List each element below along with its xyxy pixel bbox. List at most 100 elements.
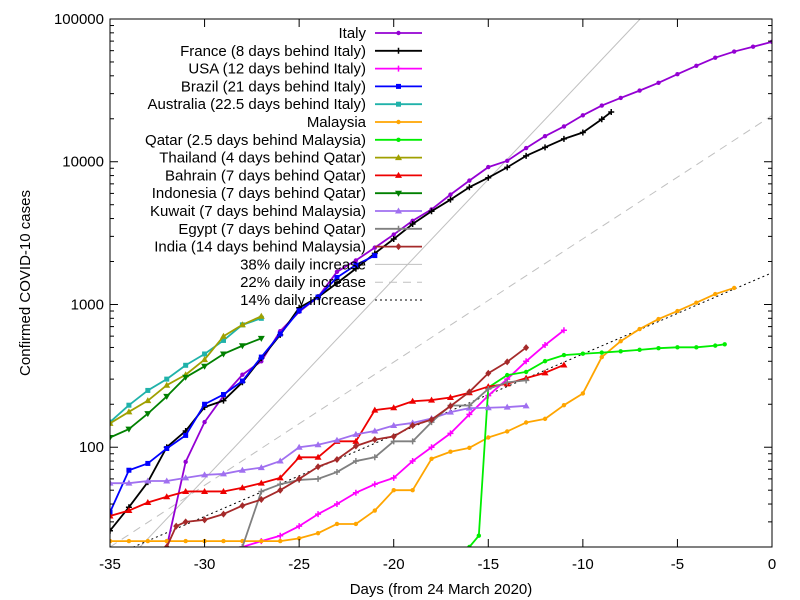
- data-point: [372, 508, 377, 513]
- data-point: [542, 133, 548, 139]
- data-point: [276, 457, 284, 464]
- data-point: [201, 487, 209, 494]
- data-point: [144, 477, 152, 484]
- data-point: [333, 501, 340, 508]
- legend-label: Qatar (2.5 days behind Malaysia): [145, 132, 366, 149]
- data-point: [599, 354, 604, 360]
- legend-marker: [396, 119, 401, 125]
- data-point: [694, 300, 699, 305]
- data-point: [110, 538, 113, 544]
- data-point: [163, 477, 171, 484]
- data-point: [296, 308, 302, 314]
- data-point: [110, 512, 114, 519]
- data-point: [163, 493, 171, 500]
- legend-label: Egypt (7 days behind Qatar): [178, 221, 366, 238]
- data-point: [257, 335, 265, 342]
- data-point: [599, 350, 604, 355]
- data-point: [542, 342, 549, 349]
- data-point: [220, 337, 226, 343]
- data-point: [505, 158, 510, 164]
- data-point: [257, 479, 265, 486]
- data-point: [315, 530, 321, 536]
- legend-marker: [396, 30, 401, 36]
- legend-marker: [395, 207, 402, 214]
- legend-label: Brazil (21 days behind Italy): [181, 78, 366, 95]
- data-point: [219, 487, 227, 494]
- data-point: [258, 496, 265, 504]
- data-point: [126, 402, 132, 408]
- data-point: [485, 174, 492, 181]
- data-point: [163, 393, 171, 400]
- data-point: [145, 538, 151, 544]
- data-point: [144, 411, 152, 418]
- data-point: [467, 445, 472, 451]
- reference-line: [139, 19, 641, 547]
- data-point: [202, 419, 207, 425]
- data-point: [352, 442, 359, 450]
- x-tick-label: -25: [288, 556, 310, 573]
- data-point: [276, 474, 284, 481]
- legend-marker: [395, 225, 402, 232]
- data-point: [333, 280, 340, 287]
- data-point: [296, 536, 302, 541]
- data-point: [183, 432, 189, 438]
- data-point: [277, 331, 283, 337]
- data-point: [352, 437, 360, 444]
- legend-label: Australia (22.5 days behind Italy): [148, 96, 366, 113]
- data-point: [409, 421, 416, 429]
- legend-marker: [396, 101, 401, 107]
- data-point: [110, 527, 113, 534]
- legend-marker: [395, 47, 402, 54]
- legend-marker: [396, 83, 401, 89]
- data-point: [183, 538, 188, 544]
- data-point: [315, 511, 322, 518]
- data-point: [486, 435, 491, 440]
- data-point: [694, 345, 699, 350]
- data-point: [467, 544, 472, 547]
- data-point: [560, 135, 567, 142]
- series-group-item: [110, 312, 265, 426]
- data-point: [428, 208, 435, 215]
- data-point: [504, 164, 511, 171]
- data-point: [476, 533, 482, 538]
- data-point: [296, 523, 303, 530]
- data-point: [713, 291, 718, 297]
- data-point: [334, 274, 340, 280]
- data-point: [238, 466, 246, 473]
- data-point: [541, 369, 549, 376]
- data-point: [390, 432, 397, 440]
- legend-marker: [395, 243, 402, 251]
- legend-label: Kuwait (7 days behind Malaysia): [150, 203, 366, 220]
- data-point: [219, 470, 227, 477]
- data-point: [240, 372, 245, 377]
- data-point: [618, 349, 623, 354]
- data-point: [110, 509, 113, 515]
- data-point: [144, 498, 152, 505]
- data-point: [542, 144, 549, 151]
- data-point: [675, 308, 680, 314]
- data-point: [238, 321, 246, 328]
- data-point: [201, 356, 209, 363]
- data-point: [220, 392, 226, 398]
- data-point: [163, 381, 171, 388]
- y-tick-label: 100000: [54, 11, 104, 28]
- data-point: [485, 385, 492, 392]
- data-point: [580, 113, 586, 118]
- data-point: [485, 369, 492, 377]
- data-point: [428, 416, 435, 424]
- series-group: [110, 39, 772, 547]
- data-point: [352, 489, 359, 496]
- data-point: [731, 285, 737, 291]
- legend-label: Bahrain (7 days behind Qatar): [165, 167, 366, 184]
- data-point: [182, 374, 190, 381]
- data-point: [675, 72, 680, 77]
- data-point: [238, 484, 246, 491]
- data-point: [239, 544, 246, 547]
- x-axis-label: Days (from 24 March 2020): [350, 581, 533, 598]
- data-point: [503, 403, 511, 410]
- data-point: [352, 458, 359, 465]
- data-point: [580, 391, 586, 396]
- legend-label: India (14 days behind Malaysia): [154, 239, 366, 256]
- data-point: [295, 443, 303, 450]
